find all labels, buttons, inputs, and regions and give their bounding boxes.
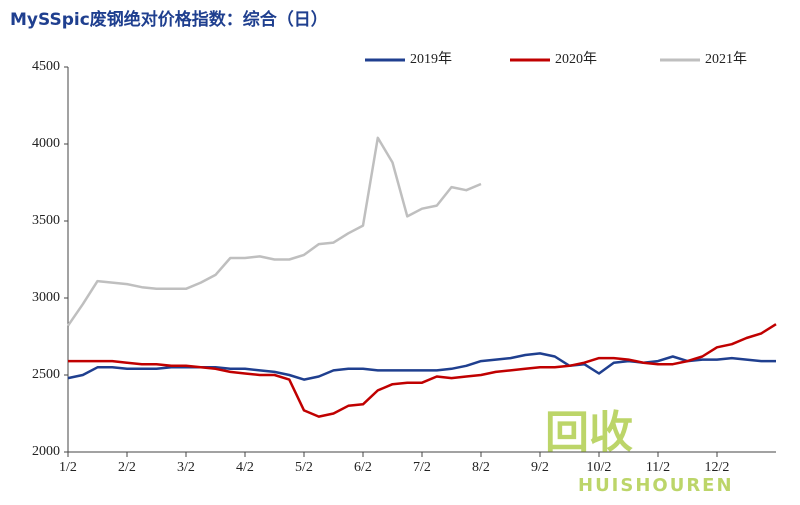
x-tick-label: 4/2	[236, 460, 254, 475]
legend-label: 2020年	[555, 51, 597, 67]
legend-label: 2019年	[410, 51, 452, 67]
y-tick-label: 2000	[32, 444, 60, 459]
y-tick-label: 3500	[32, 213, 60, 228]
x-tick-label: 1/2	[59, 460, 77, 475]
x-tick-label: 7/2	[413, 460, 431, 475]
x-tick-label: 12/2	[705, 460, 730, 475]
x-tick-label: 2/2	[118, 460, 136, 475]
x-tick-label: 6/2	[354, 460, 372, 475]
y-tick-label: 2500	[32, 367, 60, 382]
x-tick-label: 5/2	[295, 460, 313, 475]
x-tick-label: 8/2	[472, 460, 490, 475]
watermark: HUISHOUREN	[578, 475, 734, 496]
series-line	[67, 352, 776, 381]
y-tick-label: 4000	[32, 136, 60, 151]
watermark: 回收	[545, 407, 633, 458]
y-tick-label: 4500	[32, 59, 60, 74]
x-tick-label: 9/2	[531, 460, 549, 475]
chart-title: MySSpic废钢绝对价格指数：综合（日）	[10, 9, 328, 30]
x-tick-label: 10/2	[587, 460, 612, 475]
y-tick-label: 3000	[32, 290, 60, 305]
series-line	[66, 136, 482, 327]
legend-label: 2021年	[705, 51, 747, 67]
series-line	[68, 323, 777, 418]
x-tick-label: 3/2	[177, 460, 195, 475]
x-tick-label: 11/2	[646, 460, 670, 475]
